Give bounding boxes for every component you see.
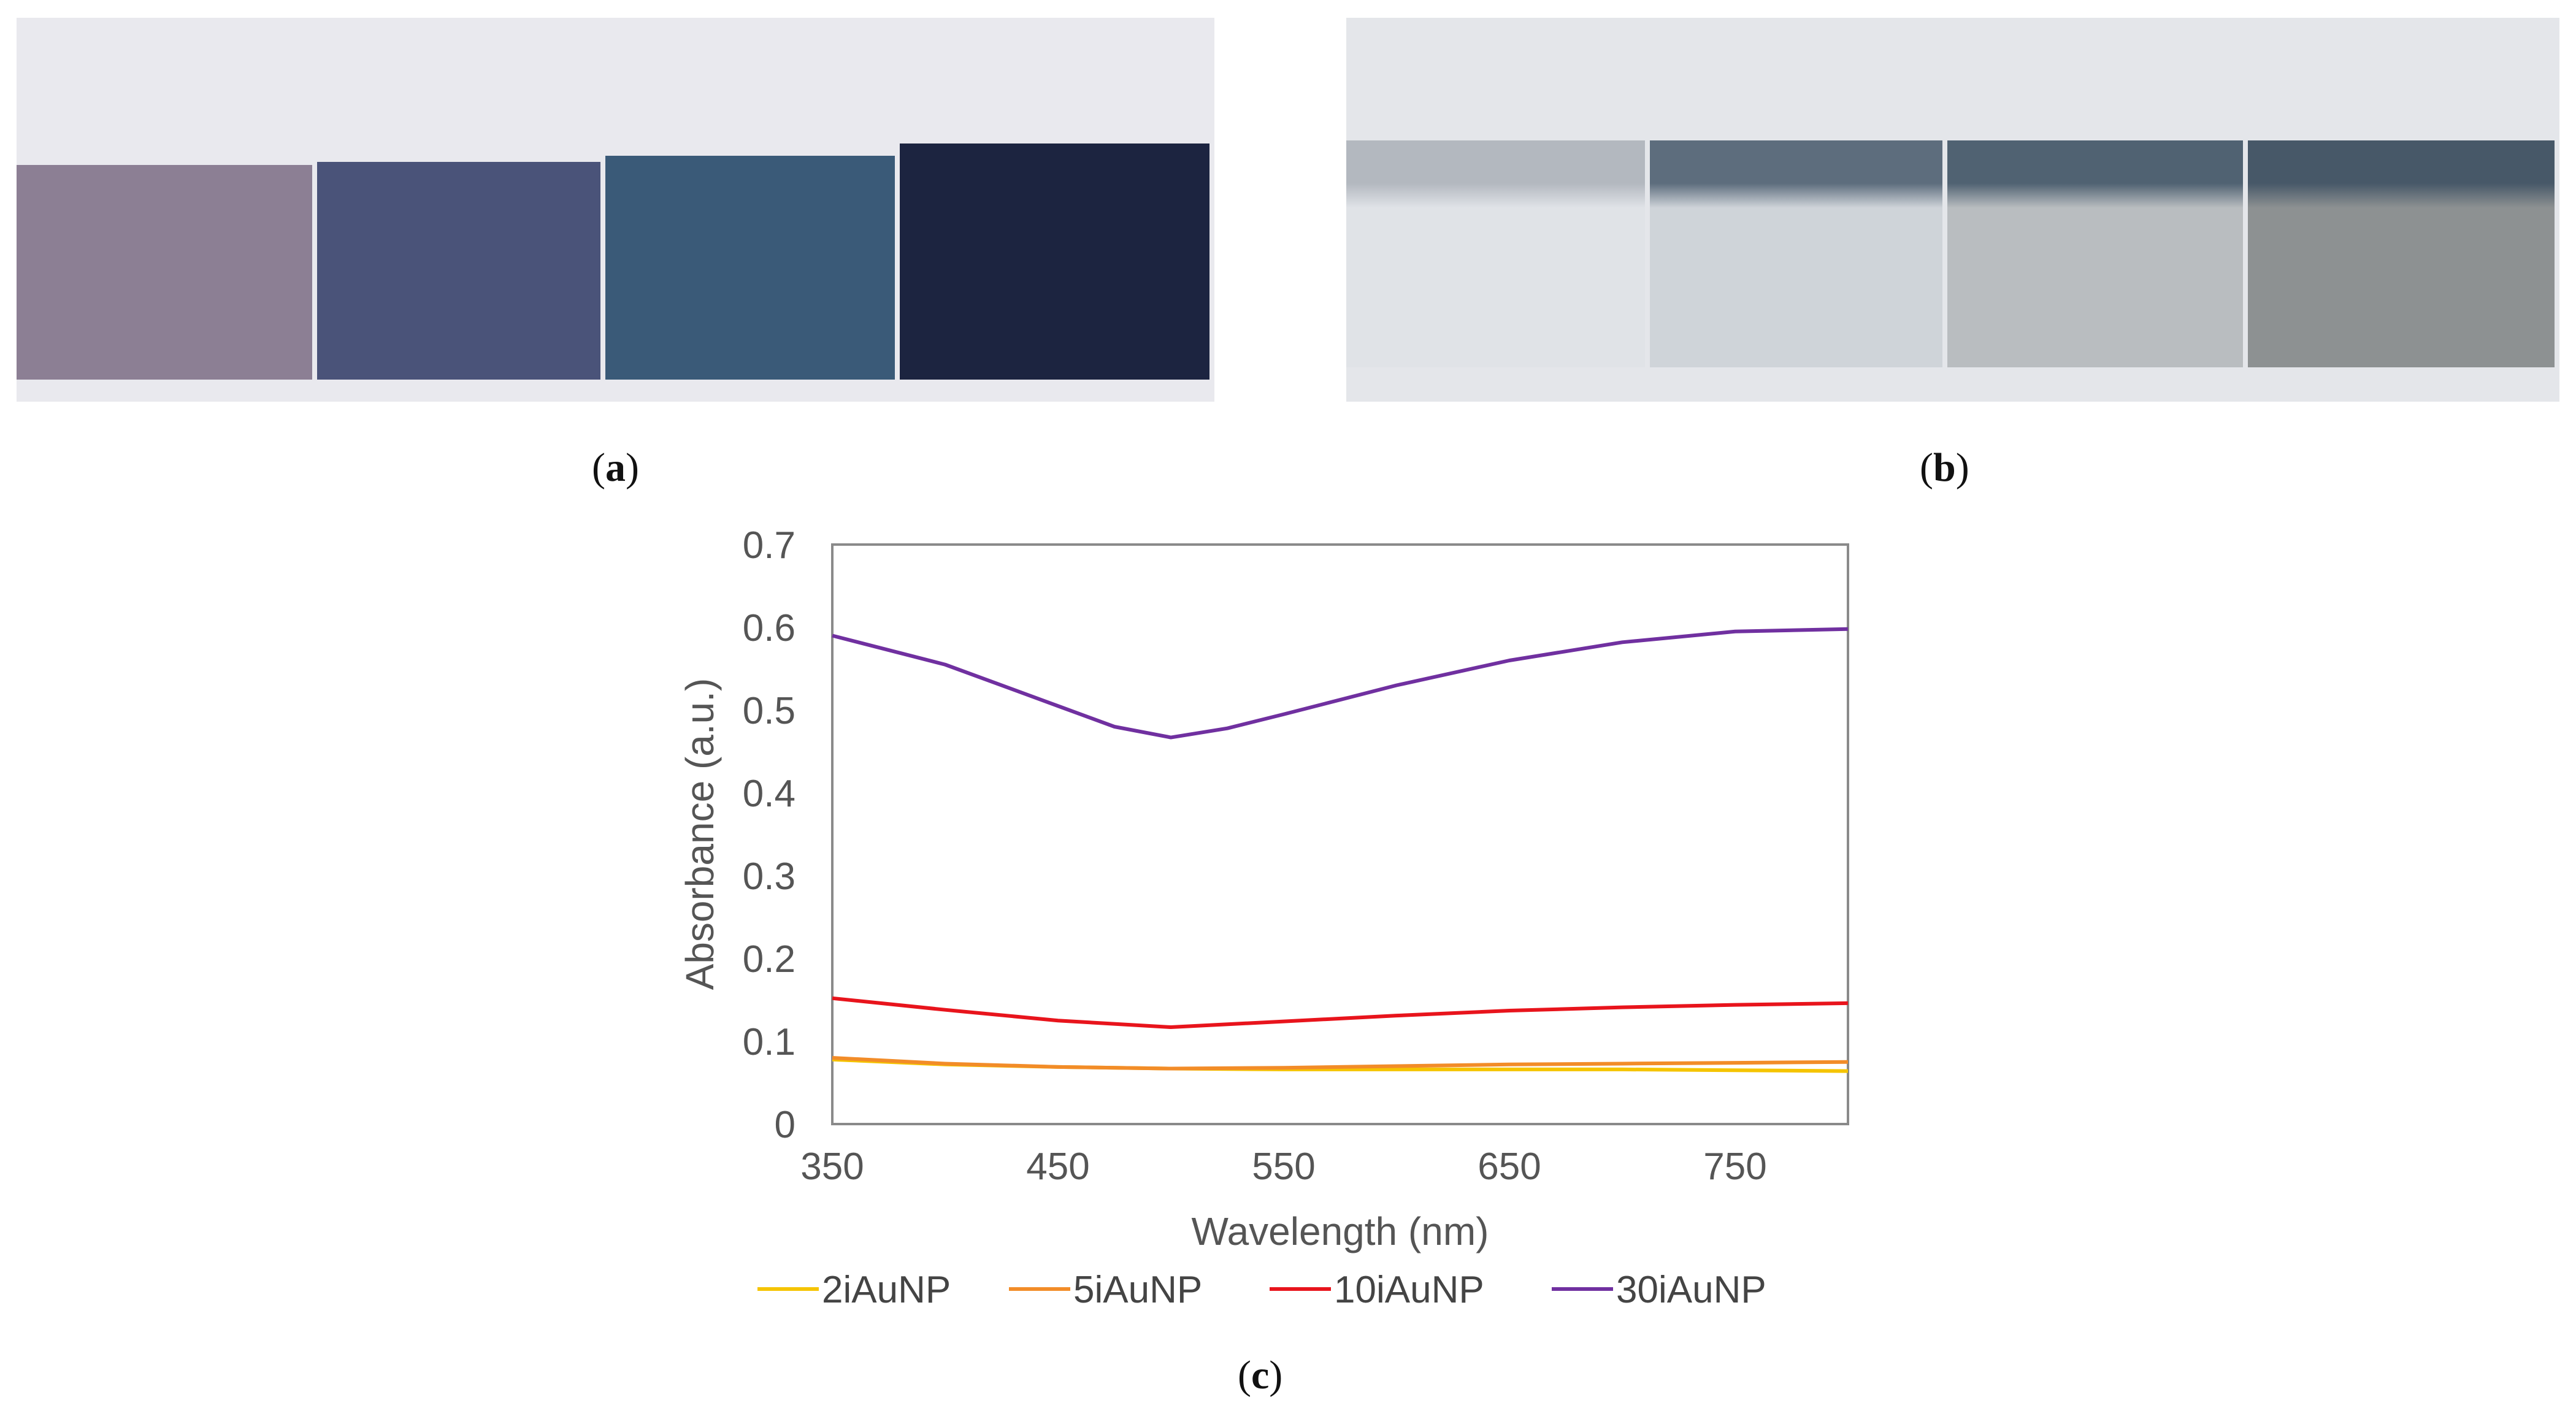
panel-label-c: (c) [1238,1353,1283,1398]
y-tick-labels: 0 0.1 0.2 0.3 0.4 0.5 0.6 0.7 [743,524,795,1146]
series-lines [832,627,1849,1073]
sample-strip-a-1 [17,165,312,380]
legend-label-2iAuNP: 2iAuNP [822,1269,951,1311]
y-tick-label: 0.5 [743,690,795,732]
y-tick-label: 0 [775,1104,795,1146]
x-tick-label: 650 [1478,1146,1541,1188]
y-tick-label: 0.4 [743,773,795,815]
series-line-30iAuNP [832,627,1849,740]
x-tick-label: 550 [1252,1146,1315,1188]
x-tick-label: 750 [1703,1146,1766,1188]
x-axis-title: Wavelength (nm) [1192,1209,1489,1253]
y-tick-label: 0.1 [743,1021,795,1063]
x-tick-label: 350 [800,1146,864,1188]
photo-panel-b [1346,18,2559,402]
series-line-10iAuNP [832,996,1849,1030]
legend-label-30iAuNP: 30iAuNP [1616,1269,1766,1311]
photo-panel-a [17,18,1214,402]
sample-strip-b-4 [2248,140,2555,367]
plot-frame [831,543,1849,1125]
y-tick-label: 0.6 [743,607,795,649]
sample-strip-b-3 [1947,140,2243,367]
y-tick-label: 0.7 [743,524,795,567]
legend-label-5iAuNP: 5iAuNP [1073,1269,1202,1311]
panel-label-b: (b) [1920,445,1969,490]
sample-strip-a-4 [900,143,1209,380]
legend-label-10iAuNP: 10iAuNP [1334,1269,1484,1311]
x-tick-labels: 350 450 550 650 750 [800,1146,1766,1188]
series-line-5iAuNP [832,1056,1849,1071]
y-axis-title: Absorbance (a.u.) [678,678,722,990]
panel-label-a: (a) [592,445,639,490]
sample-strip-b-2 [1650,140,1942,367]
sample-strip-a-3 [605,156,895,380]
x-tick-label: 450 [1026,1146,1089,1188]
sample-strip-a-2 [317,162,600,380]
sample-strip-b-1 [1346,140,1645,367]
y-tick-label: 0.2 [743,938,795,981]
legend: 2iAuNP 5iAuNP 10iAuNP 30iAuNP [757,1269,1766,1311]
y-tick-label: 0.3 [743,855,795,898]
